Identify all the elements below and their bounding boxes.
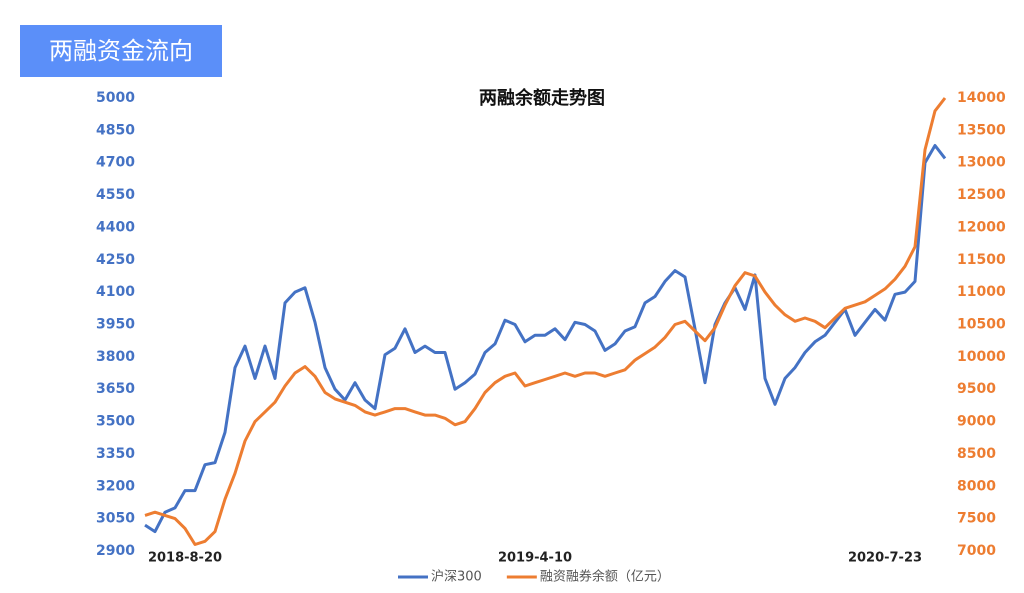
- y-tick-label: 3950: [96, 317, 135, 333]
- y2-tick-label: 12000: [957, 219, 1006, 235]
- y-tick-label: 4400: [96, 219, 135, 235]
- legend-label: 融资融券余额（亿元）: [540, 569, 670, 585]
- x-tick-label: 2020-7-23: [848, 551, 922, 566]
- y-tick-label: 4700: [96, 155, 135, 171]
- y2-tick-label: 10000: [957, 349, 1006, 365]
- y-tick-label: 3800: [96, 349, 135, 365]
- y2-tick-label: 7000: [957, 543, 996, 559]
- x-tick-label: 2018-8-20: [148, 551, 222, 566]
- y-tick-label: 3650: [96, 381, 135, 397]
- y2-tick-label: 11500: [957, 252, 1006, 268]
- y2-tick-label: 9000: [957, 414, 996, 430]
- header-title: 两融资金流向: [49, 37, 193, 65]
- series-line: [144, 144, 947, 534]
- y-tick-label: 2900: [96, 543, 135, 559]
- y2-tick-label: 11000: [957, 284, 1006, 300]
- y-tick-label: 5000: [96, 90, 135, 106]
- y-tick-label: 3050: [96, 511, 135, 527]
- y-tick-label: 4250: [96, 252, 135, 268]
- y2-tick-label: 9500: [957, 381, 996, 397]
- y2-tick-label: 8500: [957, 446, 996, 462]
- y-tick-label: 4100: [96, 284, 135, 300]
- y-tick-label: 3200: [96, 478, 135, 494]
- y-tick-label: 3500: [96, 414, 135, 430]
- y2-tick-label: 12500: [957, 187, 1006, 203]
- y-tick-label: 3350: [96, 446, 135, 462]
- y2-tick-label: 14000: [957, 90, 1006, 106]
- y2-tick-label: 8000: [957, 478, 996, 494]
- series-line: [144, 97, 947, 546]
- y2-tick-label: 13000: [957, 155, 1006, 171]
- legend-label: 沪深300: [431, 569, 482, 585]
- y2-tick-label: 7500: [957, 511, 996, 527]
- x-tick-label: 2019-4-10: [498, 551, 572, 566]
- chart-title: 两融余额走势图: [479, 87, 605, 109]
- y2-tick-label: 13500: [957, 122, 1006, 138]
- y-tick-label: 4850: [96, 122, 135, 138]
- header-badge: [20, 25, 222, 77]
- y-tick-label: 4550: [96, 187, 135, 203]
- y2-tick-label: 10500: [957, 317, 1006, 333]
